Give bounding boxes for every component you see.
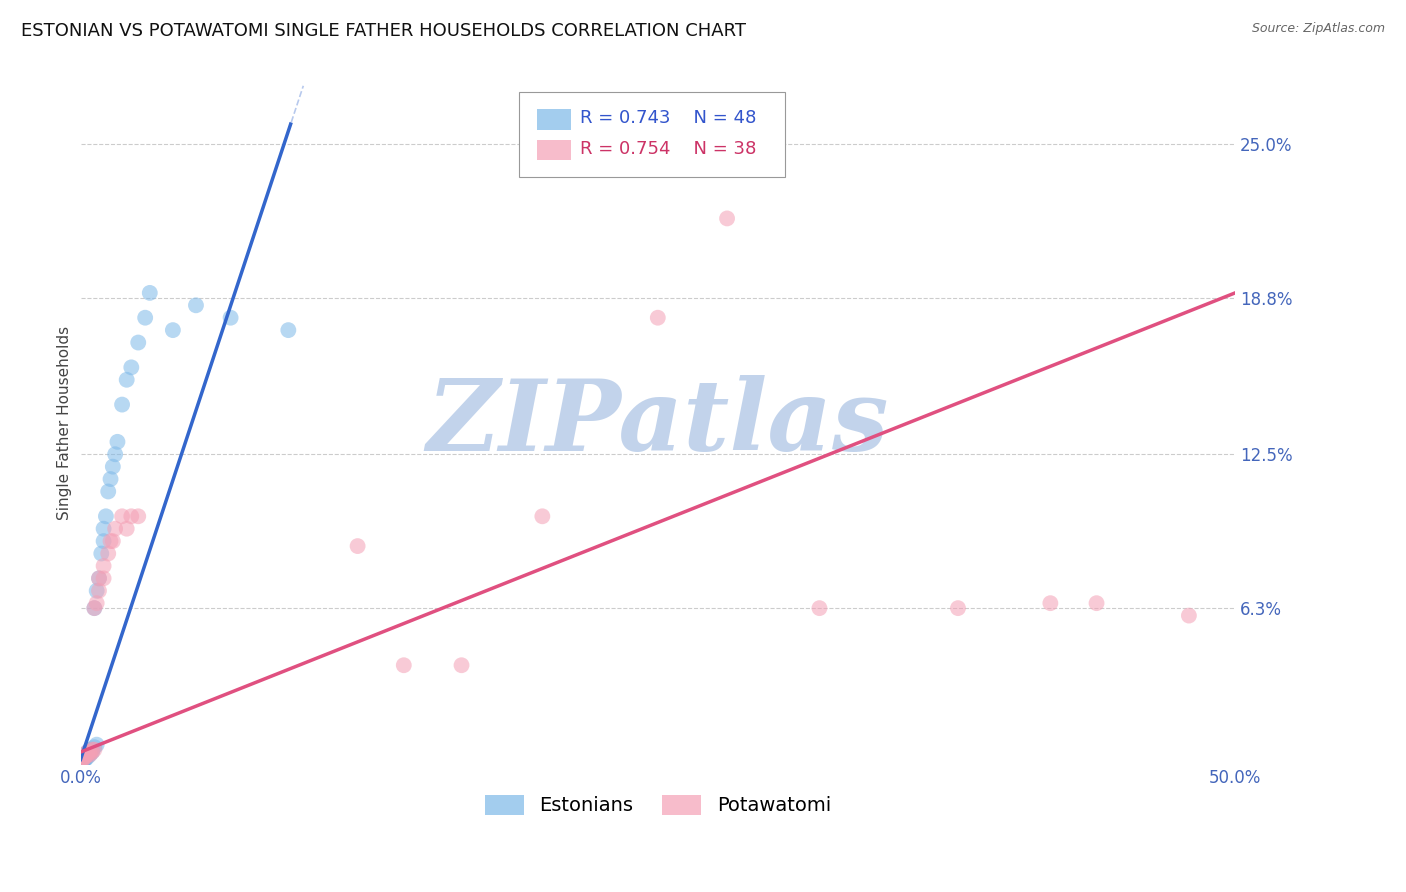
Point	[100, 472, 122, 486]
Point	[93, 534, 115, 549]
Point	[115, 373, 138, 387]
Point	[86, 738, 108, 752]
Point	[76, 745, 98, 759]
Point	[73, 750, 96, 764]
Point	[97, 484, 120, 499]
Point	[87, 583, 110, 598]
Point	[219, 310, 242, 325]
Point	[647, 310, 669, 325]
Point	[75, 753, 97, 767]
Point	[72, 753, 94, 767]
Bar	[537, 140, 571, 161]
Point	[79, 747, 101, 762]
Point	[72, 750, 94, 764]
Point	[79, 747, 101, 762]
Point	[111, 509, 134, 524]
Point	[83, 601, 105, 615]
Point	[87, 571, 110, 585]
Point	[120, 509, 142, 524]
Text: ESTONIAN VS POTAWATOMI SINGLE FATHER HOUSEHOLDS CORRELATION CHART: ESTONIAN VS POTAWATOMI SINGLE FATHER HOU…	[21, 22, 747, 40]
Point	[93, 522, 115, 536]
Point	[346, 539, 368, 553]
Point	[70, 753, 93, 767]
Text: Source: ZipAtlas.com: Source: ZipAtlas.com	[1251, 22, 1385, 36]
Point	[73, 753, 96, 767]
Point	[77, 745, 100, 759]
Point	[75, 750, 97, 764]
Point	[75, 750, 97, 764]
Point	[101, 459, 124, 474]
Point	[104, 447, 127, 461]
Text: R = 0.743    N = 48: R = 0.743 N = 48	[581, 109, 756, 127]
Point	[80, 742, 103, 756]
Y-axis label: Single Father Households: Single Father Households	[58, 326, 72, 520]
Point	[70, 755, 93, 769]
Point	[83, 740, 105, 755]
Point	[93, 558, 115, 573]
Point	[1178, 608, 1201, 623]
Point	[79, 745, 101, 759]
Point	[111, 398, 134, 412]
Point	[80, 742, 103, 756]
Point	[107, 434, 129, 449]
Point	[104, 522, 127, 536]
Point	[450, 658, 472, 673]
Point	[120, 360, 142, 375]
FancyBboxPatch shape	[519, 92, 785, 178]
Point	[90, 547, 112, 561]
Point	[115, 522, 138, 536]
Point	[86, 583, 108, 598]
Point	[946, 601, 969, 615]
Point	[80, 745, 103, 759]
Point	[531, 509, 554, 524]
Point	[87, 571, 110, 585]
Point	[72, 755, 94, 769]
Point	[76, 745, 98, 759]
Point	[134, 310, 156, 325]
Point	[75, 747, 97, 762]
Point	[184, 298, 207, 312]
Point	[72, 750, 94, 764]
Point	[83, 742, 105, 756]
Point	[101, 534, 124, 549]
Point	[80, 745, 103, 759]
Point	[76, 750, 98, 764]
Point	[139, 285, 162, 300]
Point	[76, 747, 98, 762]
Point	[1085, 596, 1108, 610]
Legend: Estonians, Potawatomi: Estonians, Potawatomi	[477, 787, 839, 823]
Point	[127, 509, 149, 524]
Point	[86, 596, 108, 610]
Point	[75, 747, 97, 762]
Point	[70, 753, 93, 767]
Point	[94, 509, 117, 524]
Point	[392, 658, 415, 673]
Text: R = 0.754    N = 38: R = 0.754 N = 38	[581, 140, 756, 158]
Point	[76, 747, 98, 762]
Bar	[537, 109, 571, 129]
Point	[79, 745, 101, 759]
Point	[716, 211, 738, 226]
Point	[75, 747, 97, 762]
Point	[100, 534, 122, 549]
Point	[72, 753, 94, 767]
Point	[97, 547, 120, 561]
Point	[277, 323, 299, 337]
Point	[93, 571, 115, 585]
Point	[75, 750, 97, 764]
Point	[127, 335, 149, 350]
Point	[72, 753, 94, 767]
Point	[72, 750, 94, 764]
Point	[79, 742, 101, 756]
Point	[1039, 596, 1062, 610]
Point	[808, 601, 831, 615]
Point	[73, 750, 96, 764]
Point	[72, 755, 94, 769]
Point	[162, 323, 184, 337]
Text: ZIPatlas: ZIPatlas	[426, 375, 889, 472]
Point	[83, 601, 105, 615]
